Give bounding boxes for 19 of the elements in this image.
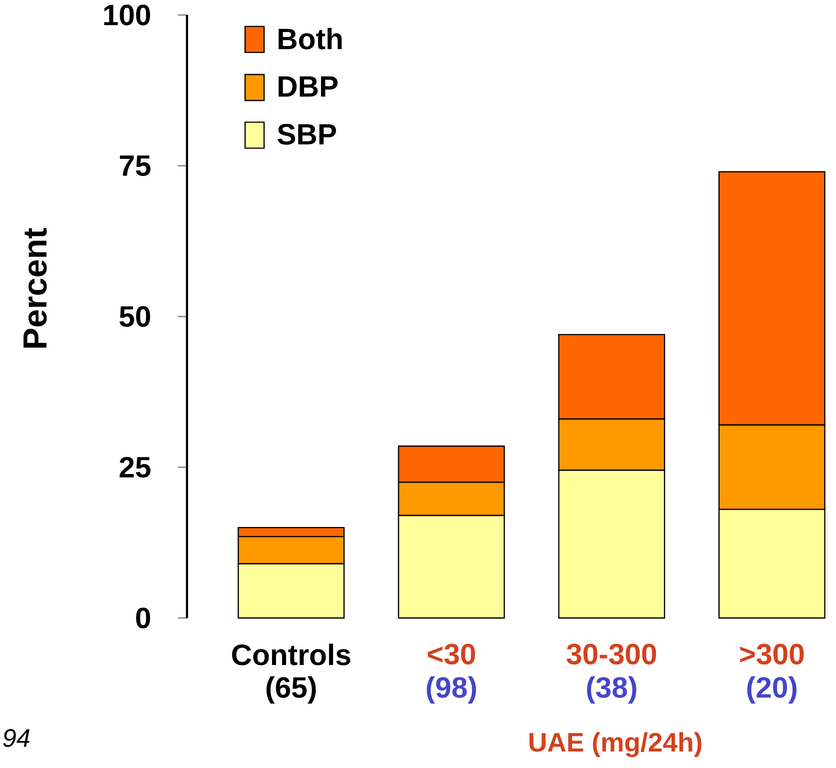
- x-tick-label: Controls: [232, 644, 350, 666]
- y-tick-label: 0: [136, 608, 150, 628]
- y-tick-label: 75: [120, 156, 150, 176]
- y-tick-label: 100: [104, 4, 150, 26]
- y-tick-label: 50: [120, 306, 150, 327]
- text: (98): [426, 676, 476, 704]
- legend-label: Both: [278, 28, 342, 50]
- text: (38): [587, 676, 636, 704]
- x-tick-label: <30: [428, 644, 476, 665]
- text: (65): [266, 676, 316, 704]
- y-axis-title: Percent: [24, 228, 47, 348]
- legend-label: SBP: [278, 124, 336, 145]
- legend-label: DBP: [278, 76, 338, 97]
- y-tick-label: 25: [120, 456, 150, 478]
- text: 94: [3, 729, 30, 747]
- x-tick-label: >300: [740, 644, 804, 665]
- text: (20): [747, 676, 797, 704]
- x-axis-title: UAE (mg/24h): [530, 732, 702, 758]
- x-tick-label: 30-300: [566, 644, 656, 665]
